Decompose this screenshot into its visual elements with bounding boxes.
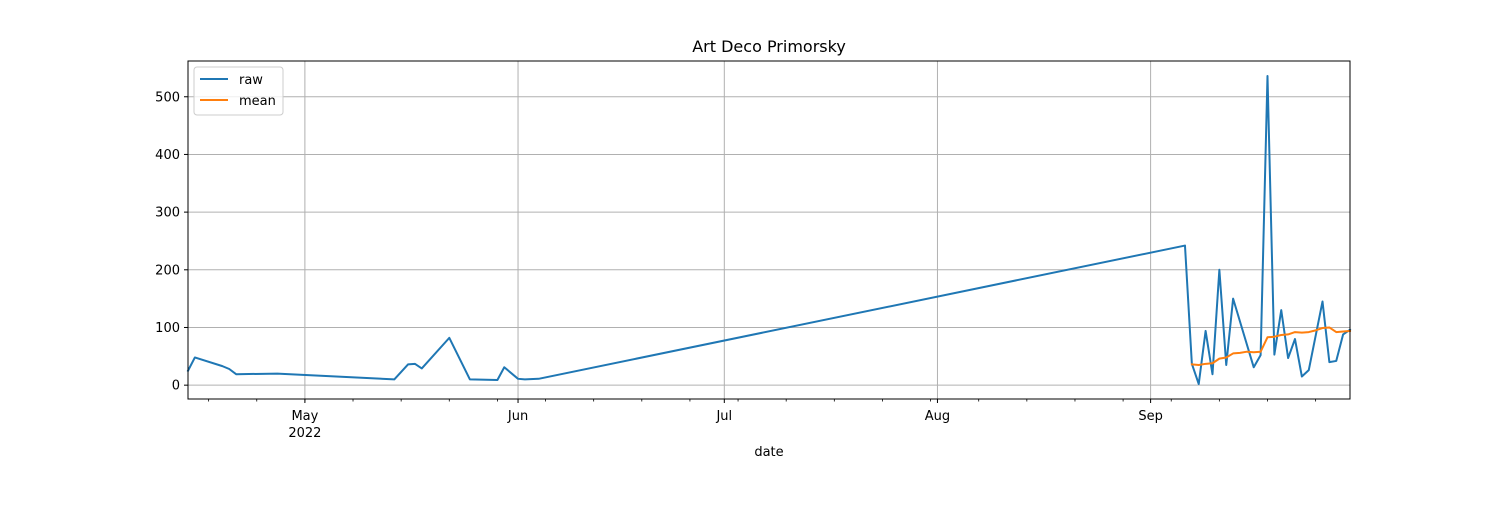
y-tick-label: 500: [155, 90, 180, 105]
chart-title: Art Deco Primorsky: [692, 37, 846, 56]
x-axis-label: date: [754, 445, 783, 460]
x-tick-label: Jun: [507, 409, 528, 424]
x-axis-ticks: May 2022 Jun Jul Aug Sep: [208, 399, 1317, 441]
x-tick-label: May: [291, 409, 318, 424]
x-tick-label: Sep: [1138, 409, 1163, 424]
grid-lines: [188, 61, 1350, 399]
legend: raw mean: [193, 66, 284, 116]
x-tick-label: Jul: [715, 409, 732, 424]
y-tick-label: 100: [155, 321, 180, 336]
y-tick-label: 300: [155, 206, 180, 221]
data-series: [186, 75, 1352, 385]
legend-label-mean: mean: [239, 94, 276, 109]
series-line-mean: [1190, 326, 1352, 366]
plot-area-frame: [187, 60, 1351, 400]
y-axis-ticks: 0 100 200 300 400 500: [155, 90, 188, 394]
x-tick-sublabel: 2022: [288, 426, 321, 441]
y-tick-label: 200: [155, 263, 180, 278]
y-tick-label: 400: [155, 148, 180, 163]
y-tick-label: 0: [172, 379, 180, 394]
legend-label-raw: raw: [239, 73, 263, 88]
plot-area-background: [188, 61, 1350, 399]
x-tick-label: Aug: [925, 409, 950, 424]
series-line-raw: [186, 75, 1352, 385]
